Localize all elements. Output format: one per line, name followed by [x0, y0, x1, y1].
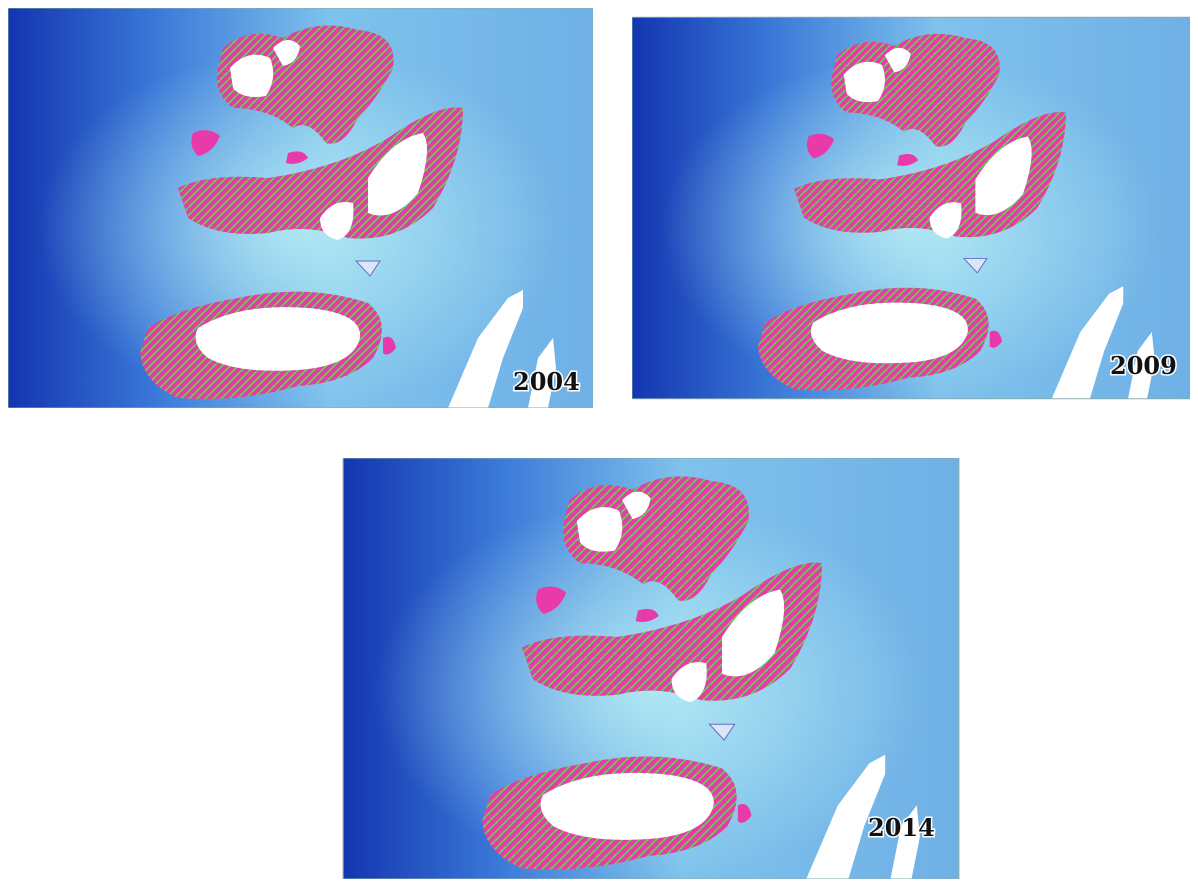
map-panel: 2004 — [8, 8, 594, 409]
year-label: 2009 — [1110, 351, 1177, 380]
page-body: {"panels": [{"year": "2004"}, {"year": "… — [0, 0, 1198, 884]
map-image — [632, 17, 1190, 399]
map-panel: 2014 — [330, 458, 972, 879]
year-label: 2004 — [513, 367, 580, 396]
year-label: 2014 — [868, 813, 935, 842]
map-panel: 2009 — [632, 10, 1190, 406]
page: Map panels html, body { margin: 0; paddi… — [0, 0, 1198, 884]
map-image — [343, 458, 959, 879]
map-image — [8, 8, 593, 408]
